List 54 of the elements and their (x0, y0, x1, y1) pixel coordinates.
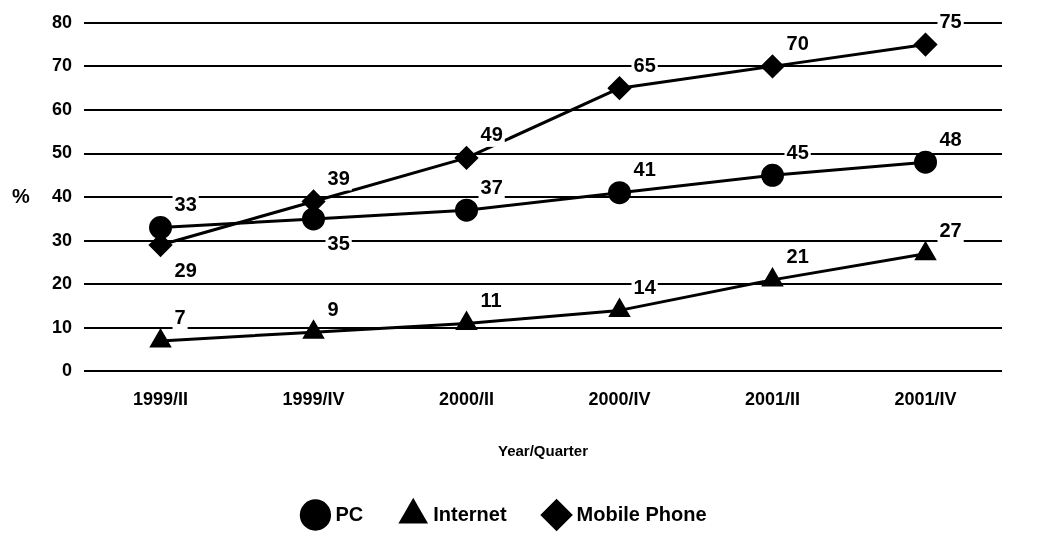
x-tick-label: 2001/IV (894, 389, 957, 410)
point (149, 216, 173, 240)
data-label: 27 (939, 219, 962, 242)
y-axis-title: % (12, 184, 30, 207)
data-label: 9 (327, 297, 339, 320)
x-tick-label: 2001/II (744, 389, 801, 410)
data-label: 75 (939, 10, 962, 33)
x-tick-label: 1999/II (133, 389, 189, 410)
y-tick-label: 40 (51, 186, 73, 207)
point (455, 198, 479, 222)
data-label: 37 (480, 175, 503, 198)
x-tick-label: 2000/II (438, 389, 495, 410)
point (456, 311, 477, 330)
x-axis-title: Year/Quarter (497, 442, 589, 460)
data-label: 33 (174, 193, 197, 216)
point (609, 298, 630, 317)
point (761, 163, 785, 187)
point (150, 329, 171, 348)
legend-label: PC (335, 502, 364, 525)
point (608, 76, 632, 100)
data-label: 39 (327, 166, 350, 189)
point (915, 242, 936, 261)
y-tick-label: 20 (51, 273, 73, 294)
y-tick-label: 60 (51, 98, 73, 119)
data-label: 48 (939, 127, 962, 150)
point (914, 150, 937, 174)
data-label: 41 (633, 158, 656, 181)
y-tick-label: 70 (51, 55, 73, 76)
y-tick-label: 0 (62, 360, 73, 381)
data-label: 11 (480, 288, 502, 311)
data-label: 14 (633, 275, 657, 298)
y-tick-label: 10 (51, 316, 73, 337)
point (455, 146, 479, 170)
point (302, 207, 326, 231)
data-label: 21 (786, 245, 809, 268)
legend-label: Internet (433, 502, 507, 525)
data-label: 45 (786, 140, 809, 163)
point (914, 33, 937, 57)
data-label: 70 (786, 31, 809, 54)
legend-label: Mobile Phone (576, 502, 707, 525)
point (761, 54, 785, 78)
x-tick-label: 2000/IV (588, 389, 651, 410)
data-label: 65 (633, 53, 656, 76)
point (762, 268, 783, 287)
point (303, 320, 324, 339)
x-tick-label: 1999/IV (282, 389, 345, 410)
data-label: 7 (174, 306, 186, 329)
point (608, 181, 632, 205)
y-tick-label: 80 (51, 11, 73, 32)
y-tick-label: 30 (51, 229, 73, 250)
data-label: 29 (174, 258, 197, 281)
data-label: 35 (327, 232, 350, 255)
data-label: 49 (480, 123, 503, 146)
y-tick-label: 50 (51, 142, 73, 163)
